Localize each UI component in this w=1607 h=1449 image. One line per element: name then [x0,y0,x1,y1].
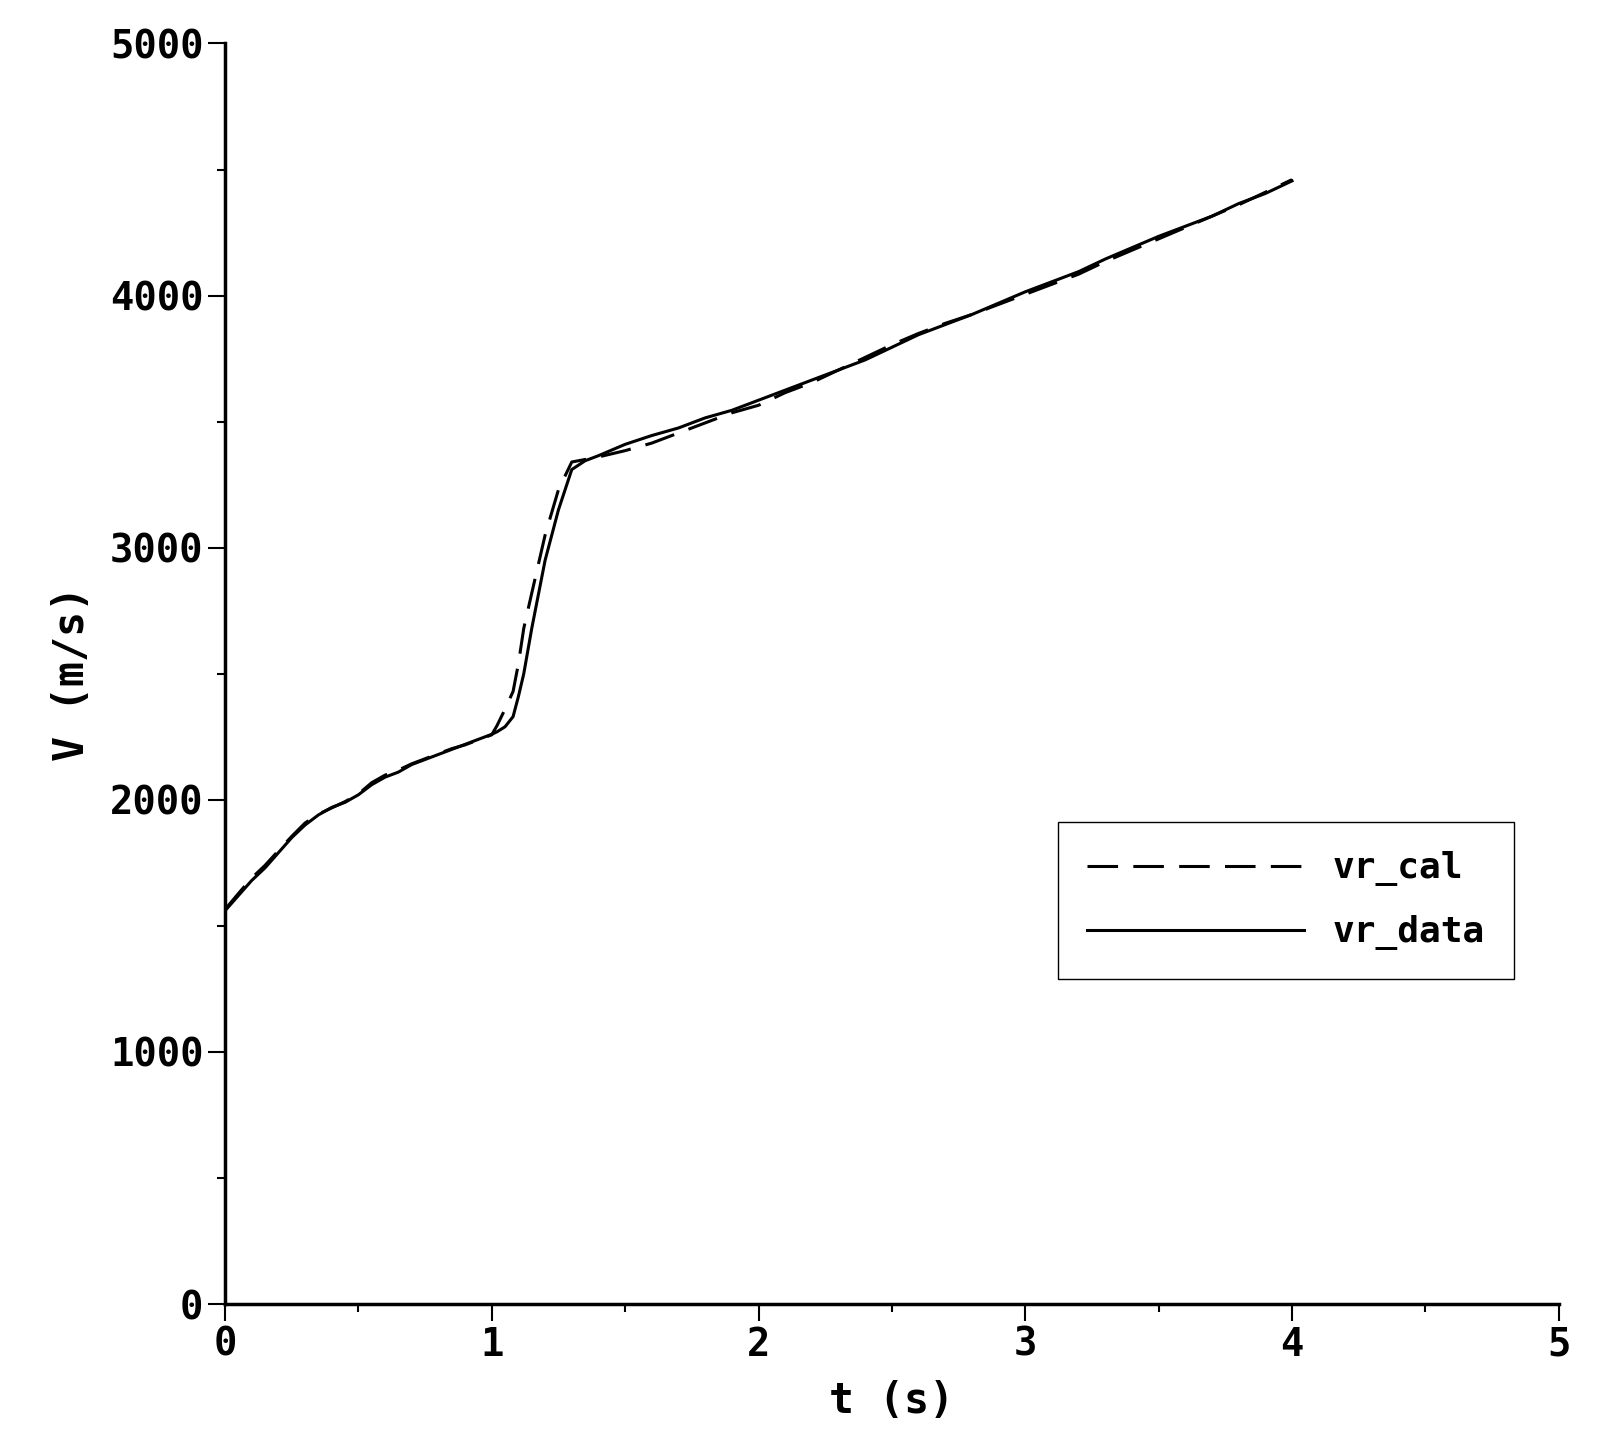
vr_cal [215,901,235,919]
vr_data [1282,172,1302,190]
vr_cal [882,336,902,354]
vr_cal [389,761,408,778]
X-axis label: t (s): t (s) [829,1381,955,1423]
vr_data [776,381,795,398]
vr_cal [1043,275,1062,293]
vr_data [882,339,902,356]
vr_cal [1282,171,1302,188]
vr_cal [402,755,421,772]
vr_data [402,756,421,774]
vr_data [1043,272,1062,290]
vr_data [215,903,235,920]
vr_data [1229,194,1249,212]
vr_cal [776,384,795,401]
Y-axis label: V (m/s): V (m/s) [51,587,93,761]
vr_data [389,764,408,781]
Legend: vr_cal, vr_data: vr_cal, vr_data [1059,823,1514,980]
Line: vr_data: vr_data [225,181,1292,911]
vr_cal [1229,196,1249,213]
Line: vr_cal: vr_cal [225,180,1292,910]
